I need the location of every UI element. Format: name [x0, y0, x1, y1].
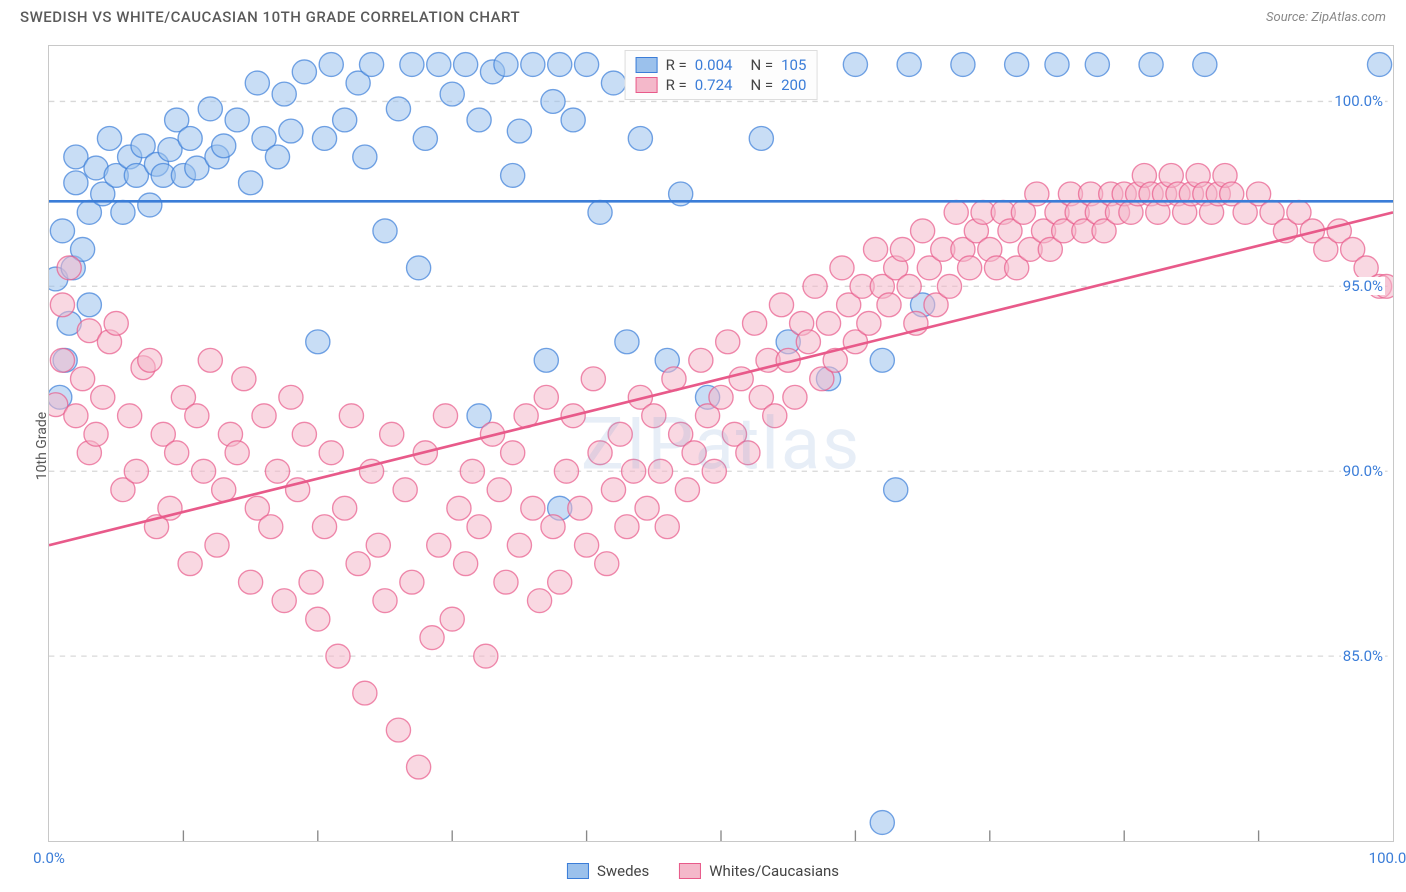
legend-swatch-icon — [567, 863, 589, 879]
scatter-chart — [49, 46, 1393, 841]
n-label: N = — [750, 76, 773, 94]
n-label: N = — [750, 56, 773, 74]
title-bar: SWEDISH VS WHITE/CAUCASIAN 10TH GRADE CO… — [0, 0, 1406, 30]
n-value-swedes: 105 — [781, 56, 806, 74]
r-value-whites: 0.724 — [695, 76, 733, 94]
legend-swatch-swedes — [636, 57, 658, 73]
y-tick-label: 95.0% — [1341, 277, 1385, 295]
legend-row-swedes: R = 0.004 N = 105 — [636, 55, 807, 75]
x-tick-label: 0.0% — [33, 849, 65, 867]
legend-row-whites: R = 0.724 N = 200 — [636, 75, 807, 95]
legend-item-swedes: Swedes — [567, 862, 649, 880]
legend-swatch-icon — [679, 863, 701, 879]
y-tick-label: 100.0% — [1332, 92, 1385, 110]
correlation-legend: R = 0.004 N = 105 R = 0.724 N = 200 — [625, 50, 818, 100]
legend-swatch-whites — [636, 77, 658, 93]
r-label: R = — [666, 56, 687, 74]
y-tick-label: 85.0% — [1341, 647, 1385, 665]
source-attribution: Source: ZipAtlas.com — [1266, 10, 1386, 25]
legend-label: Whites/Caucasians — [709, 862, 839, 880]
legend-item-whites: Whites/Caucasians — [679, 862, 839, 880]
legend-label: Swedes — [597, 862, 649, 880]
series-legend: Swedes Whites/Caucasians — [567, 862, 839, 880]
y-tick-label: 90.0% — [1341, 462, 1385, 480]
chart-title: SWEDISH VS WHITE/CAUCASIAN 10TH GRADE CO… — [20, 8, 520, 26]
r-value-swedes: 0.004 — [695, 56, 733, 74]
n-value-whites: 200 — [781, 76, 806, 94]
x-tick-label: 100.0% — [1369, 849, 1406, 867]
r-label: R = — [666, 76, 687, 94]
chart-area: ZIPatlas R = 0.004 N = 105 R = 0.724 N =… — [48, 45, 1394, 842]
